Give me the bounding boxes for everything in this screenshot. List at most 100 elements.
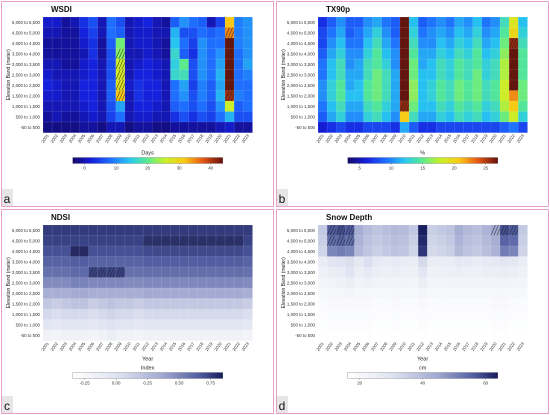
legend-tick-label: 40 — [420, 381, 425, 386]
heatmap-cell — [454, 17, 464, 28]
heatmap-cell — [518, 48, 528, 60]
legend-swatch — [180, 372, 183, 379]
heatmap-cell — [399, 319, 410, 331]
legend-swatch — [102, 157, 106, 164]
heatmap-cell — [336, 235, 346, 247]
hatch-mark — [508, 69, 514, 81]
heatmap-cell — [490, 111, 501, 123]
heatmap-cell — [70, 277, 80, 289]
heatmap-cell — [436, 17, 446, 28]
heatmap-cell — [143, 267, 153, 278]
heatmap-cell — [399, 277, 410, 289]
legend-swatch — [487, 157, 491, 164]
heatmap-cell — [61, 59, 71, 70]
heatmap-cell — [79, 235, 89, 247]
heatmap-cell — [234, 246, 244, 257]
heatmap-cell — [336, 122, 346, 133]
heatmap-cell — [143, 288, 153, 299]
heatmap-cell — [97, 48, 107, 60]
x-tick-label: 2018 — [195, 341, 205, 352]
heatmap-cell — [445, 17, 455, 28]
legend-swatch — [472, 157, 476, 164]
heatmap-cell — [436, 330, 446, 341]
legend-swatch — [115, 157, 118, 164]
heatmap-cell — [106, 27, 117, 39]
heatmap-cell — [463, 330, 473, 341]
heatmap-cell — [215, 330, 226, 341]
heatmap-cell — [354, 225, 364, 236]
heatmap-cell — [418, 17, 428, 28]
heatmap-cell — [170, 298, 180, 310]
heatmap-cell — [170, 122, 180, 133]
legend-swatch — [475, 372, 478, 379]
legend-swatch — [357, 157, 361, 164]
heatmap-cell — [481, 235, 492, 247]
heatmap-cell — [363, 309, 373, 320]
heatmap-cell — [518, 277, 528, 289]
heatmap-cell — [106, 309, 117, 320]
heatmap-cell — [354, 38, 364, 49]
x-tick-label: 2007 — [95, 341, 105, 352]
heatmap-cell — [115, 17, 126, 28]
heatmap-cell — [43, 256, 53, 268]
heatmap-cell — [518, 225, 528, 236]
hatch-mark — [508, 224, 514, 236]
heatmap-cell — [243, 256, 253, 268]
heatmap-cell — [436, 256, 446, 268]
hatch-mark — [227, 235, 233, 247]
heatmap-cell — [88, 48, 98, 60]
heatmap-cell — [161, 288, 171, 299]
heatmap-cell — [500, 80, 510, 91]
heatmap-cell — [390, 122, 401, 133]
heatmap-cell — [518, 288, 528, 299]
heatmap-cell — [490, 277, 501, 289]
legend-tick-label: 20 — [145, 166, 150, 171]
heatmap-cell — [206, 48, 217, 60]
heatmap-cell — [97, 309, 107, 320]
heatmap-cell — [399, 38, 410, 49]
heatmap-cell — [354, 80, 364, 91]
heatmap-cell — [170, 101, 180, 112]
heatmap-cell — [445, 122, 455, 133]
hatch-mark — [402, 79, 408, 91]
heatmap-cell — [225, 90, 235, 102]
heatmap-cell — [97, 122, 107, 133]
legend-swatch — [480, 157, 483, 164]
heatmap-cell — [500, 267, 510, 278]
heatmap-cell — [318, 48, 328, 60]
heatmap-cell — [179, 69, 189, 81]
heatmap-cell — [234, 235, 244, 247]
heatmap-cell — [134, 59, 144, 70]
legend-tick-label: 0.75 — [206, 381, 215, 386]
heatmap-cell — [197, 69, 208, 81]
hatch-mark — [502, 224, 508, 236]
heatmap-cell — [327, 256, 337, 268]
legend-swatch — [387, 372, 391, 379]
heatmap-cell — [106, 80, 117, 91]
heatmap-cell — [390, 246, 401, 257]
heatmap-cell — [363, 246, 373, 257]
heatmap-cell — [490, 59, 501, 70]
heatmap-cell — [161, 69, 171, 81]
heatmap-cell — [61, 330, 71, 341]
legend-swatch — [410, 372, 413, 379]
legend-swatch — [435, 372, 438, 379]
heatmap-cell — [61, 17, 71, 28]
legend-swatch — [95, 157, 98, 164]
heatmap-cell — [124, 69, 135, 81]
heatmap-cell — [354, 288, 364, 299]
legend-swatch — [212, 157, 216, 164]
heatmap-cell — [43, 288, 53, 299]
y-tick-label: 4,000 to 4,500 — [287, 249, 316, 254]
heatmap-cell — [318, 17, 328, 28]
heatmap-cell — [399, 256, 410, 268]
heatmap-cell — [336, 111, 346, 123]
legend-swatch — [392, 157, 396, 164]
heatmap-cell — [79, 101, 89, 112]
heatmap-cell — [363, 298, 373, 310]
heatmap-cell — [490, 267, 501, 278]
legend-swatch — [352, 372, 356, 379]
x-tick-label: 2011 — [406, 133, 416, 144]
legend-swatch — [347, 157, 351, 164]
